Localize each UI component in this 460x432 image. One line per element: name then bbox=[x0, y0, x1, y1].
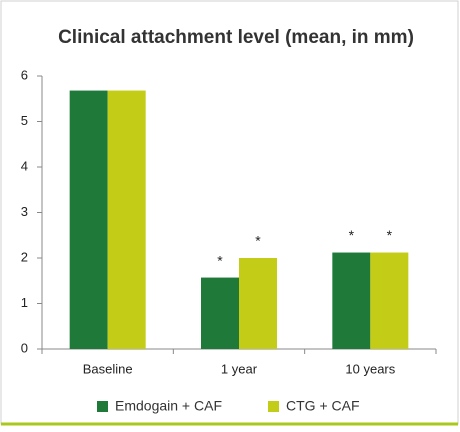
bar bbox=[370, 252, 409, 349]
y-tick-label: 3 bbox=[21, 204, 28, 219]
y-tick-label: 6 bbox=[21, 67, 28, 82]
bar bbox=[107, 90, 146, 349]
x-tick-label: 10 years bbox=[345, 361, 395, 376]
annotation: * bbox=[217, 252, 223, 268]
y-tick-label: 1 bbox=[21, 295, 28, 310]
chart-title: Clinical attachment level (mean, in mm) bbox=[58, 27, 414, 48]
legend-swatch bbox=[97, 401, 108, 412]
x-tick-label: Baseline bbox=[83, 361, 133, 376]
y-tick-label: 5 bbox=[21, 113, 28, 128]
legend-label: CTG + CAF bbox=[286, 398, 360, 414]
y-tick-label: 0 bbox=[21, 340, 28, 355]
y-tick-label: 4 bbox=[21, 158, 28, 173]
bar bbox=[332, 252, 371, 349]
legend-swatch bbox=[268, 401, 279, 412]
annotation: * bbox=[255, 233, 261, 249]
x-tick-label: 1 year bbox=[221, 361, 258, 376]
bar bbox=[201, 277, 239, 349]
bar bbox=[69, 90, 108, 349]
annotation: * bbox=[349, 227, 355, 243]
legend-label: Emdogain + CAF bbox=[115, 398, 222, 414]
annotation: * bbox=[387, 227, 393, 243]
y-tick-label: 2 bbox=[21, 249, 28, 264]
bar bbox=[239, 258, 277, 349]
